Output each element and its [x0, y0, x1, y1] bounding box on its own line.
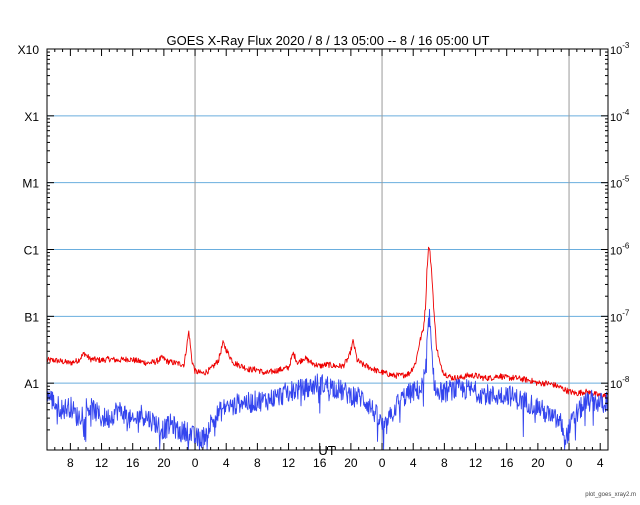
flux-label-5: 10-8	[610, 375, 630, 391]
class-label-X10: X10	[18, 43, 40, 57]
x-tick-label-6: 8	[254, 456, 261, 470]
series-line-0	[46, 246, 609, 399]
flux-label-base: 10	[610, 45, 622, 57]
x-tick-label-2: 16	[126, 456, 140, 470]
chart-title: GOES X-Ray Flux 2020 / 8 / 13 05:00 -- 8…	[167, 33, 490, 48]
x-tick-label-12: 8	[441, 456, 448, 470]
flux-label-exponent: -4	[622, 108, 630, 117]
x-tick-label-10: 0	[379, 456, 386, 470]
x-tick-label-17: 4	[597, 456, 604, 470]
x-tick-label-16: 0	[566, 456, 573, 470]
flux-label-exponent: -8	[622, 375, 630, 384]
x-tick-label-3: 20	[157, 456, 171, 470]
flux-label-1: 10-4	[610, 108, 630, 124]
flux-label-base: 10	[610, 379, 622, 391]
x-tick-label-13: 12	[469, 456, 483, 470]
class-label-B1: B1	[24, 310, 39, 324]
x-tick-label-8: 16	[313, 456, 327, 470]
x-tick-label-15: 20	[531, 456, 545, 470]
flux-label-base: 10	[610, 246, 622, 258]
flux-label-base: 10	[610, 179, 622, 191]
flux-label-3: 10-6	[610, 242, 630, 258]
flux-label-exponent: -3	[622, 41, 630, 50]
flux-label-4: 10-7	[610, 308, 630, 324]
flux-label-2: 10-5	[610, 175, 630, 191]
x-tick-label-0: 8	[67, 456, 74, 470]
flux-label-base: 10	[610, 112, 622, 124]
x-tick-label-9: 20	[344, 456, 358, 470]
class-label-C1: C1	[24, 244, 40, 258]
x-tick-label-4: 0	[192, 456, 199, 470]
plot-credit: plot_goes_xray2.m	[585, 492, 636, 498]
x-tick-label-7: 12	[282, 456, 296, 470]
grid-layer	[47, 49, 608, 450]
flux-label-base: 10	[610, 312, 622, 324]
series-layer	[46, 246, 609, 451]
x-tick-label-5: 4	[223, 456, 230, 470]
series-line-1	[46, 308, 609, 451]
class-label-M1: M1	[22, 177, 39, 191]
class-label-X1: X1	[24, 110, 39, 124]
x-tick-label-14: 16	[500, 456, 514, 470]
flux-label-exponent: -5	[622, 175, 630, 184]
x-tick-label-11: 4	[410, 456, 417, 470]
x-tick-label-1: 12	[95, 456, 109, 470]
class-label-A1: A1	[24, 377, 39, 391]
flux-label-exponent: -7	[622, 308, 630, 317]
flux-label-exponent: -6	[622, 242, 630, 251]
flux-label-0: 10-3	[610, 41, 630, 57]
